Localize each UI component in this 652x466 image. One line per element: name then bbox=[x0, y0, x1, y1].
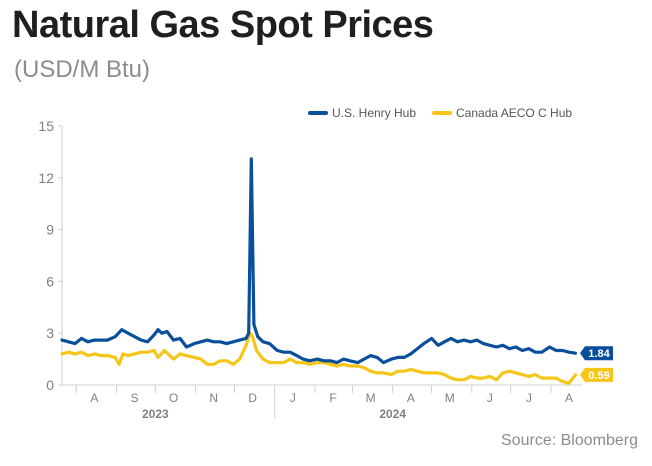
x-year-label: 2024 bbox=[379, 407, 406, 421]
aeco-line bbox=[60, 331, 578, 385]
end-label-background bbox=[580, 346, 613, 361]
x-tick-label: J bbox=[290, 391, 296, 405]
end-labels: 1.84 0.59 bbox=[580, 346, 613, 382]
legend: U.S. Henry Hub Canada AECO C Hub bbox=[308, 106, 572, 120]
x-tick-label: J bbox=[487, 391, 493, 405]
chart-title: Natural Gas Spot Prices bbox=[12, 4, 434, 46]
chart-subtitle: (USD/M Btu) bbox=[14, 56, 151, 83]
x-tick-label: A bbox=[407, 391, 415, 405]
y-tick-label: 3 bbox=[46, 325, 54, 341]
x-tick-label: F bbox=[329, 391, 336, 405]
henry-hub-line bbox=[60, 157, 578, 365]
end-label-value: 0.59 bbox=[588, 370, 609, 382]
x-year-label: 2023 bbox=[142, 407, 169, 421]
y-axis: 0 3 6 9 12 15 bbox=[38, 118, 63, 393]
x-tick-label: A bbox=[565, 391, 573, 405]
legend-label-aeco: Canada AECO C Hub bbox=[456, 106, 572, 120]
y-tick-label: 12 bbox=[38, 170, 54, 186]
legend-label-henry-hub: U.S. Henry Hub bbox=[332, 106, 416, 120]
x-tick-label: S bbox=[131, 391, 139, 405]
x-tick-label: A bbox=[90, 391, 98, 405]
end-label-henry-hub: 1.84 bbox=[580, 346, 613, 361]
plot-area bbox=[60, 157, 578, 385]
source-note: Source: Bloomberg bbox=[501, 432, 638, 449]
x-tick-label: M bbox=[445, 391, 455, 405]
end-label-aeco: 0.59 bbox=[580, 367, 613, 382]
end-label-background bbox=[580, 367, 613, 382]
x-axis: A S O N D J F M A M J J A 2023 2024 bbox=[62, 384, 582, 421]
y-tick-label: 6 bbox=[46, 273, 54, 289]
x-tick-label: M bbox=[366, 391, 376, 405]
x-tick-label: N bbox=[209, 391, 218, 405]
y-tick-label: 9 bbox=[46, 222, 54, 238]
end-label-value: 1.84 bbox=[588, 348, 610, 360]
x-tick-label: O bbox=[169, 391, 178, 405]
y-tick-label: 0 bbox=[46, 377, 54, 393]
x-tick-label: J bbox=[526, 391, 532, 405]
y-tick-label: 15 bbox=[38, 118, 54, 134]
x-tick-label: D bbox=[248, 391, 257, 405]
